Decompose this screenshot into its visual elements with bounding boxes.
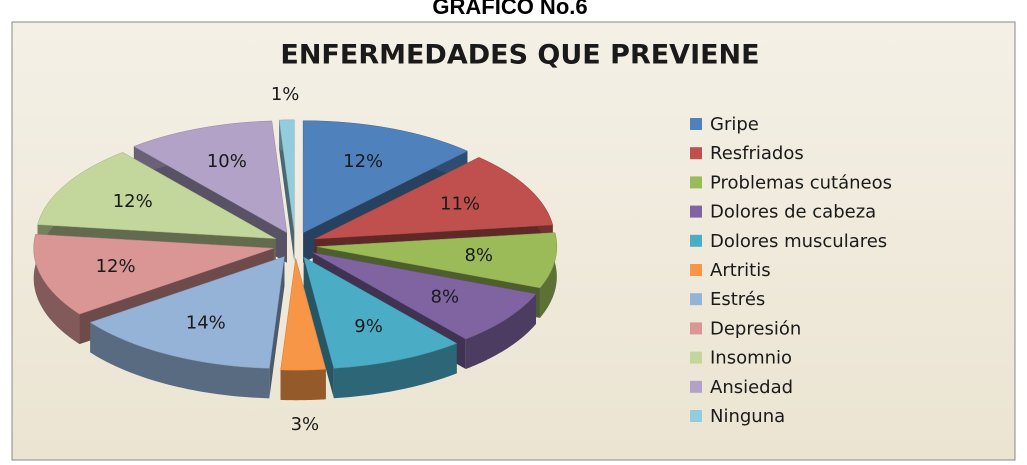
slice-top (280, 258, 327, 371)
data-label: 3% (291, 414, 320, 435)
data-label: 11% (440, 193, 480, 214)
legend-label: Dolores de cabeza (710, 202, 876, 223)
legend-swatch (690, 322, 702, 335)
slice-top (303, 256, 458, 369)
legend-label: Artritis (710, 260, 771, 281)
data-label: 9% (354, 316, 383, 337)
slice-top (278, 119, 295, 232)
slice-top (314, 157, 554, 240)
slice-top (302, 120, 468, 234)
data-label: 8% (431, 287, 460, 308)
slice-wall (279, 120, 295, 262)
legend-label: Problemas cutáneos (710, 172, 892, 193)
slice (89, 256, 285, 399)
slice-side (280, 369, 326, 401)
slice-side (539, 232, 557, 318)
data-label: 12% (113, 191, 153, 212)
legend-swatch (690, 147, 702, 160)
slice (303, 256, 458, 399)
legend-swatch (690, 293, 702, 306)
slice-side (33, 234, 80, 345)
legend: Gripe Resfriados Problemas cutáneos Dolores… (690, 114, 892, 427)
slice-top (312, 252, 537, 340)
chart-title: ENFERMEDADES QUE PREVIENE (280, 40, 759, 71)
legend-label: Ninguna (710, 406, 785, 427)
slice-top (133, 120, 288, 234)
slice-side (465, 293, 536, 370)
slice-wall (303, 257, 334, 399)
legend-swatch (690, 380, 702, 393)
data-label: 12% (96, 256, 136, 277)
legend-swatch (690, 410, 702, 422)
legend-label: Insomnio (710, 348, 792, 369)
slice (278, 119, 295, 262)
legend-label: Gripe (710, 114, 759, 135)
legend-label: Depresión (710, 318, 801, 339)
legend-swatch (690, 351, 702, 364)
data-label: 12% (343, 151, 383, 172)
slice-top (316, 232, 558, 289)
data-label: 14% (186, 312, 226, 333)
data-label: 10% (207, 151, 247, 172)
slice-side (333, 343, 457, 399)
legend-swatch (690, 234, 702, 247)
legend-swatch (690, 264, 702, 276)
legend-swatch (690, 118, 702, 130)
data-label: 8% (464, 245, 493, 266)
slice-wall (269, 256, 285, 399)
legend-swatch (690, 205, 702, 218)
legend-label: Ansiedad (710, 377, 793, 398)
slice-top (37, 152, 276, 239)
slice-side (90, 322, 270, 399)
legend-swatch (690, 176, 702, 189)
header: GRAFICO No.6 (432, 0, 587, 19)
pie: 12% 11% 8%8% 9% 3% 14% 12% 12% 10% 1% (33, 84, 558, 435)
data-label: 1% (271, 84, 300, 105)
slice-top (89, 256, 285, 369)
legend-label: Resfriados (710, 143, 804, 164)
slice-top (33, 233, 274, 315)
legend-label: Estrés (710, 289, 765, 310)
slice (280, 258, 327, 401)
legend-label: Dolores musculares (710, 231, 887, 252)
